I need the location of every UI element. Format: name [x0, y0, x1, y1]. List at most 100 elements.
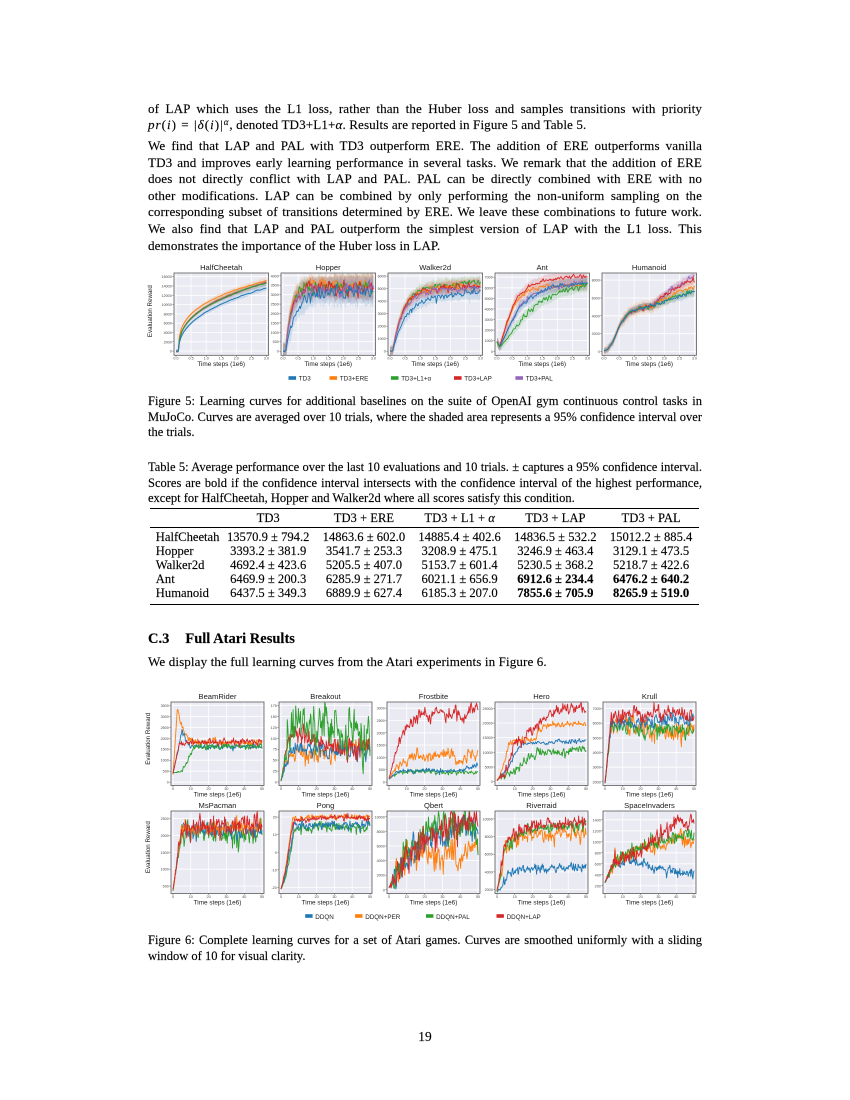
svg-text:-10: -10	[271, 868, 276, 872]
svg-text:2.5: 2.5	[249, 357, 254, 361]
svg-text:TD3: TD3	[299, 376, 311, 383]
svg-text:10: 10	[513, 895, 517, 899]
svg-text:15000: 15000	[483, 736, 493, 740]
svg-text:0: 0	[496, 787, 498, 791]
svg-text:50: 50	[692, 895, 696, 899]
svg-text:40: 40	[350, 787, 354, 791]
svg-text:40: 40	[350, 895, 354, 899]
svg-text:500: 500	[163, 770, 169, 774]
svg-text:10: 10	[513, 787, 517, 791]
svg-text:-20: -20	[271, 886, 276, 890]
svg-text:0: 0	[598, 350, 600, 354]
svg-text:3000: 3000	[485, 318, 493, 322]
svg-text:200: 200	[595, 884, 601, 888]
svg-text:1.5: 1.5	[540, 357, 545, 361]
svg-text:0: 0	[170, 350, 172, 354]
svg-text:TD3+ERE: TD3+ERE	[340, 376, 369, 383]
svg-text:7000: 7000	[485, 276, 493, 280]
svg-text:10000: 10000	[375, 815, 385, 819]
svg-text:0: 0	[604, 787, 606, 791]
svg-text:3.0: 3.0	[371, 357, 376, 361]
svg-text:30: 30	[332, 895, 336, 899]
svg-text:400: 400	[595, 873, 601, 877]
svg-text:1200: 1200	[593, 829, 601, 833]
svg-text:1400: 1400	[593, 818, 601, 822]
svg-text:800: 800	[595, 851, 601, 855]
svg-text:20000: 20000	[483, 722, 493, 726]
svg-text:Evaluation Reward: Evaluation Reward	[145, 821, 152, 873]
svg-text:20: 20	[423, 895, 427, 899]
svg-text:Time steps (1e6): Time steps (1e6)	[518, 899, 566, 906]
svg-text:Evaluation Reward: Evaluation Reward	[145, 712, 152, 764]
svg-text:600: 600	[595, 862, 601, 866]
svg-text:10000: 10000	[483, 751, 493, 755]
svg-text:1000: 1000	[271, 331, 279, 335]
svg-text:2500: 2500	[161, 726, 169, 730]
svg-text:Ant: Ant	[536, 263, 548, 272]
svg-text:0.5: 0.5	[617, 357, 622, 361]
svg-text:0.0: 0.0	[601, 357, 606, 361]
svg-text:0: 0	[280, 895, 282, 899]
svg-text:10: 10	[189, 895, 193, 899]
svg-text:2.5: 2.5	[463, 357, 468, 361]
svg-text:8000: 8000	[164, 312, 172, 316]
svg-text:6000: 6000	[164, 322, 172, 326]
svg-text:Time steps (1e6): Time steps (1e6)	[302, 899, 350, 906]
svg-text:6000: 6000	[592, 297, 600, 301]
svg-text:2.5: 2.5	[356, 357, 361, 361]
svg-text:0.0: 0.0	[494, 357, 499, 361]
svg-text:30: 30	[656, 787, 660, 791]
svg-text:2000: 2000	[161, 834, 169, 838]
svg-text:1000: 1000	[161, 868, 169, 872]
svg-text:20: 20	[207, 895, 211, 899]
svg-text:Walker2d: Walker2d	[419, 263, 451, 272]
svg-text:MsPacman: MsPacman	[199, 801, 237, 810]
svg-text:Breakout: Breakout	[310, 692, 341, 701]
svg-text:3000: 3000	[161, 715, 169, 719]
svg-text:20: 20	[423, 787, 427, 791]
svg-text:10: 10	[621, 787, 625, 791]
svg-text:50: 50	[368, 787, 372, 791]
svg-text:1.0: 1.0	[204, 357, 209, 361]
svg-text:10: 10	[189, 787, 193, 791]
svg-text:0: 0	[275, 851, 277, 855]
svg-text:0: 0	[172, 787, 174, 791]
svg-text:Krull: Krull	[642, 692, 658, 701]
svg-text:2.0: 2.0	[341, 357, 346, 361]
svg-text:175: 175	[271, 704, 277, 708]
svg-text:4000: 4000	[593, 751, 601, 755]
svg-text:2000: 2000	[378, 325, 386, 329]
svg-text:4000: 4000	[592, 314, 600, 318]
svg-text:40: 40	[458, 895, 462, 899]
svg-text:7000: 7000	[593, 707, 601, 711]
svg-text:1500: 1500	[161, 748, 169, 752]
svg-text:Riverraid: Riverraid	[526, 801, 556, 810]
svg-text:TD3+L1+α: TD3+L1+α	[401, 376, 431, 383]
svg-text:SpaceInvaders: SpaceInvaders	[624, 801, 675, 810]
svg-text:3000: 3000	[378, 312, 386, 316]
svg-text:40: 40	[674, 895, 678, 899]
svg-text:0: 0	[280, 787, 282, 791]
svg-text:Time steps (1e6): Time steps (1e6)	[410, 899, 458, 906]
svg-text:20: 20	[315, 787, 319, 791]
svg-text:0: 0	[167, 781, 169, 785]
svg-text:0.5: 0.5	[189, 357, 194, 361]
svg-text:14000: 14000	[162, 285, 172, 289]
svg-text:10: 10	[297, 787, 301, 791]
svg-text:500: 500	[379, 768, 385, 772]
svg-text:50: 50	[476, 787, 480, 791]
svg-text:3500: 3500	[161, 704, 169, 708]
svg-text:0.0: 0.0	[387, 357, 392, 361]
svg-text:40: 40	[458, 787, 462, 791]
svg-text:1500: 1500	[377, 744, 385, 748]
svg-text:1000: 1000	[593, 840, 601, 844]
svg-text:Time steps (1e6): Time steps (1e6)	[411, 361, 459, 368]
svg-text:2000: 2000	[271, 312, 279, 316]
svg-text:DDQN: DDQN	[315, 914, 334, 921]
svg-text:25: 25	[273, 770, 277, 774]
svg-text:5000: 5000	[378, 287, 386, 291]
svg-text:6000: 6000	[485, 286, 493, 290]
svg-text:5000: 5000	[593, 736, 601, 740]
svg-text:2500: 2500	[271, 303, 279, 307]
svg-text:0: 0	[172, 895, 174, 899]
